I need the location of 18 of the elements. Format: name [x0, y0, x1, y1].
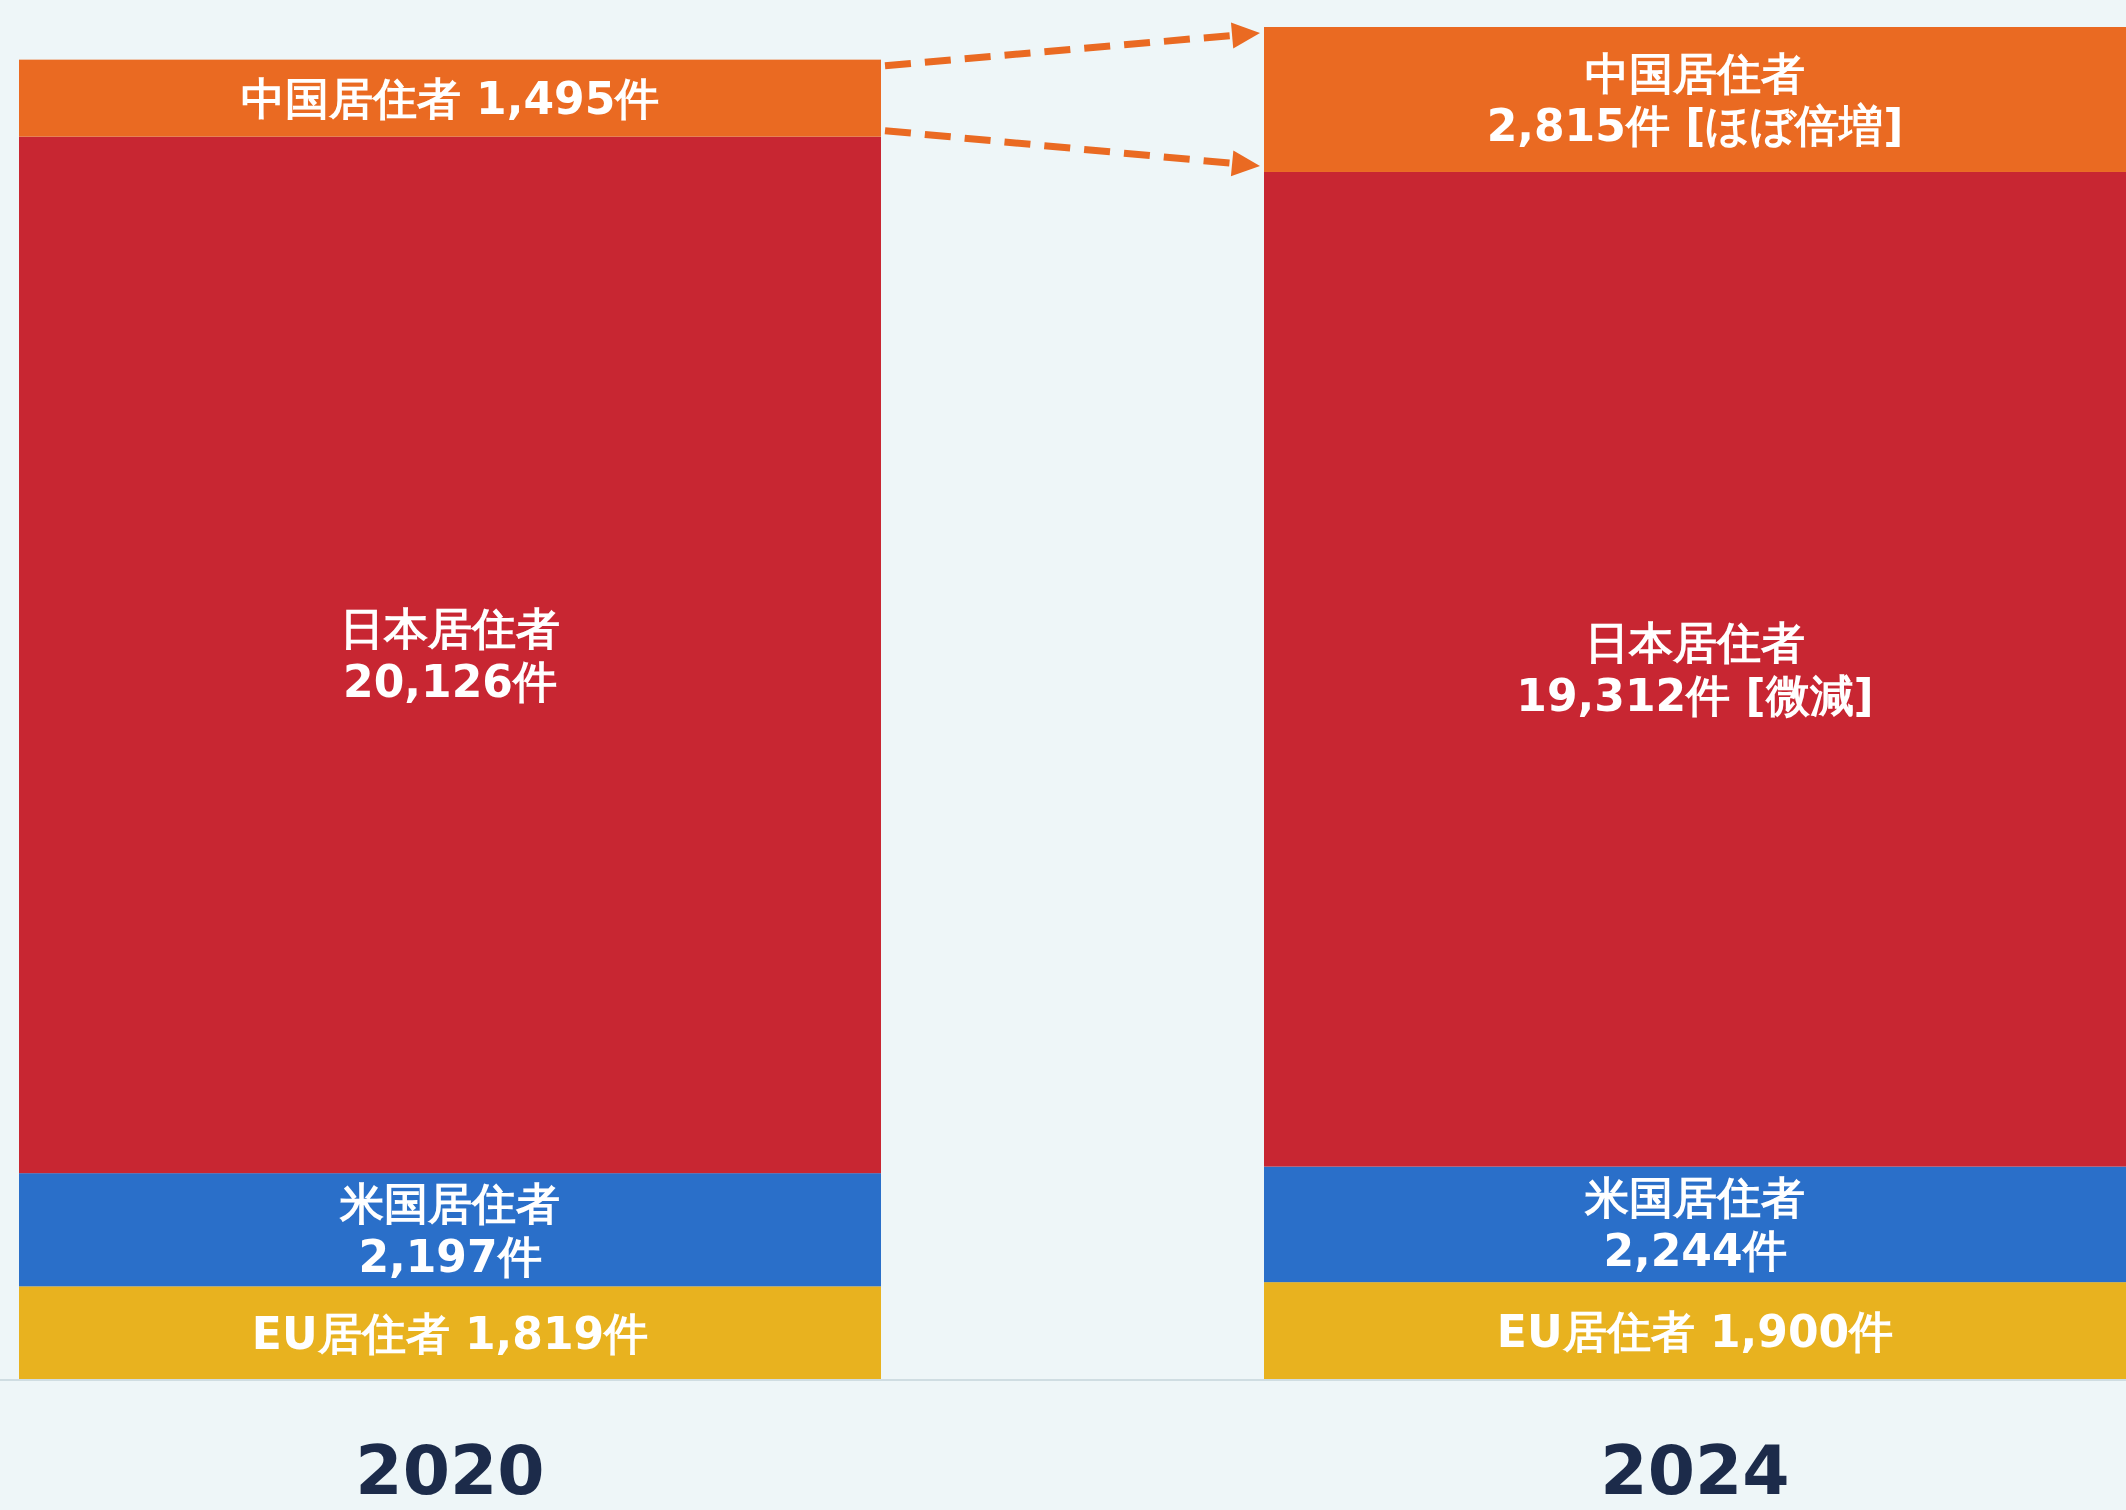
x-tick-label: 2020 [355, 1430, 545, 1510]
bar: EU居住者 1,819件 [19, 1286, 881, 1380]
series-label: 米国居住者 [339, 1177, 560, 1229]
data-label: 20,126件 [343, 655, 557, 707]
data-label: 2,197件 [358, 1230, 542, 1282]
series-label: 中国居住者 [1585, 47, 1805, 99]
bar: 米国居住者 2,244件 [1264, 1166, 2126, 1283]
bar: 日本居住者 20,126件 [19, 136, 881, 1174]
bar: EU居住者 1,900件 [1264, 1282, 2126, 1380]
bar: 米国居住者 2,197件 [19, 1173, 881, 1287]
bar: 日本居住者 19,312件 [微減] [1264, 172, 2126, 1167]
bar: 中国居住者 1,495件 [19, 59, 881, 137]
data-label: 2,815件 [ほぼ倍増] [1486, 100, 1904, 152]
series-label: 日本居住者 [340, 603, 560, 655]
data-label: 19,312件 [微減] [1516, 670, 1874, 722]
data-label: 2,244件 [1603, 1225, 1787, 1277]
bar: 中国居住者 2,815件 [ほぼ倍増] [1264, 27, 2126, 172]
x-tick-label: 2024 [1600, 1430, 1790, 1510]
